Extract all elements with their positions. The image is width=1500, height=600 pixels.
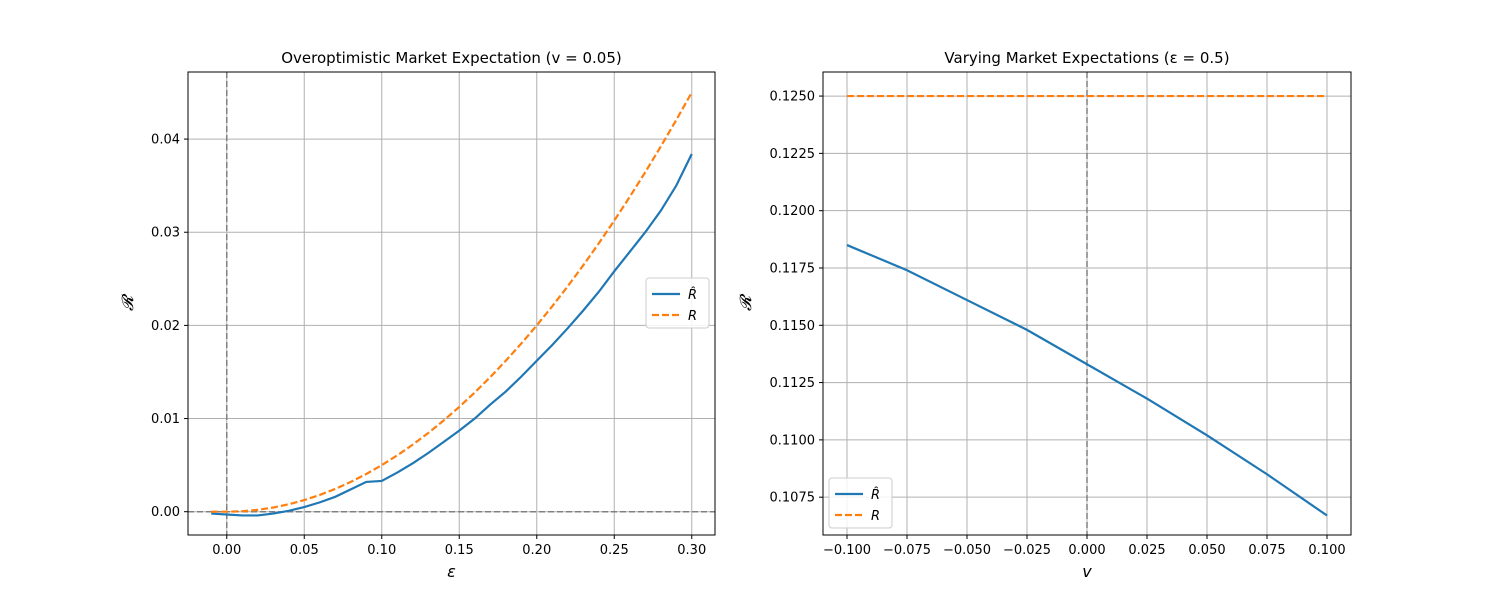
left-chart-title: Overoptimistic Market Expectation (v = 0… <box>281 49 622 67</box>
left-y-tick-label: 0.01 <box>151 412 180 427</box>
right-x-tick-label: 0.025 <box>1128 543 1165 558</box>
right-y-tick-label: 0.1150 <box>770 319 816 334</box>
right-legend-box <box>828 477 893 529</box>
left-y-tick-label: 0.02 <box>151 319 180 334</box>
right-legend-label-r-hat: R̂ <box>871 488 880 503</box>
right-y-tick-label: 0.1075 <box>770 491 816 506</box>
right-y-tick-label: 0.1100 <box>770 433 816 448</box>
right-x-tick-label: −0.025 <box>1003 543 1051 558</box>
right-x-tick-label: 0.075 <box>1248 543 1285 558</box>
right-y-tick-label: 0.1250 <box>770 90 816 105</box>
right-x-axis-label: v <box>1082 562 1092 581</box>
right-chart-title: Varying Market Expectations (ε = 0.5) <box>944 49 1229 67</box>
left-legend-label-r: R <box>688 309 697 324</box>
right-y-tick-label: 0.1200 <box>770 204 816 219</box>
right-legend-label-r: R <box>871 509 880 524</box>
right-y-tick-label: 0.1225 <box>770 147 816 162</box>
left-x-tick-label: 0.20 <box>522 543 551 558</box>
right-series-r-hat-line <box>846 244 1328 517</box>
left-legend-label-r-hat: R̂ <box>688 288 697 303</box>
left-series-r-hat-line <box>211 153 693 517</box>
right-x-tick-label: −0.050 <box>943 543 991 558</box>
left-y-axis-label: 𝓡 <box>118 293 137 311</box>
left-axes-frame <box>187 71 716 536</box>
right-y-axis-label: 𝓡 <box>736 293 755 311</box>
right-legend: R̂ R <box>828 477 893 529</box>
right-y-tick-label: 0.1175 <box>770 261 816 276</box>
left-x-tick-label: 0.25 <box>600 543 629 558</box>
left-x-tick-label: 0.05 <box>290 543 319 558</box>
left-y-tick-label: 0.00 <box>151 505 180 520</box>
left-y-tick-label: 0.04 <box>151 133 180 148</box>
left-x-tick-label: 0.10 <box>367 543 396 558</box>
left-series-r-line <box>211 91 693 513</box>
left-chart-panel: 0.00 0.05 0.10 0.15 0.20 0.25 0.30 0.00 0.01 0.02… <box>118 49 716 581</box>
left-grid <box>188 72 715 535</box>
right-y-tick-label: 0.1125 <box>770 376 816 391</box>
right-x-tick-label: 0.000 <box>1068 543 1105 558</box>
right-chart-panel: −0.100 −0.075 −0.050 −0.025 0.000 0.025 0.050 0… <box>736 49 1352 581</box>
left-x-tick-label: 0.15 <box>445 543 474 558</box>
left-y-tick-label: 0.03 <box>151 226 180 241</box>
right-x-tick-label: −0.100 <box>823 543 871 558</box>
left-x-tick-label: 0.30 <box>677 543 706 558</box>
right-x-tick-label: 0.050 <box>1188 543 1225 558</box>
left-x-axis-label: ε <box>447 562 456 581</box>
left-x-tick-label: 0.00 <box>212 543 241 558</box>
right-x-tick-label: 0.100 <box>1308 543 1345 558</box>
right-grid <box>823 72 1351 535</box>
left-legend-box <box>645 277 710 329</box>
right-x-tick-label: −0.075 <box>883 543 931 558</box>
left-legend: R̂ R <box>645 277 710 329</box>
